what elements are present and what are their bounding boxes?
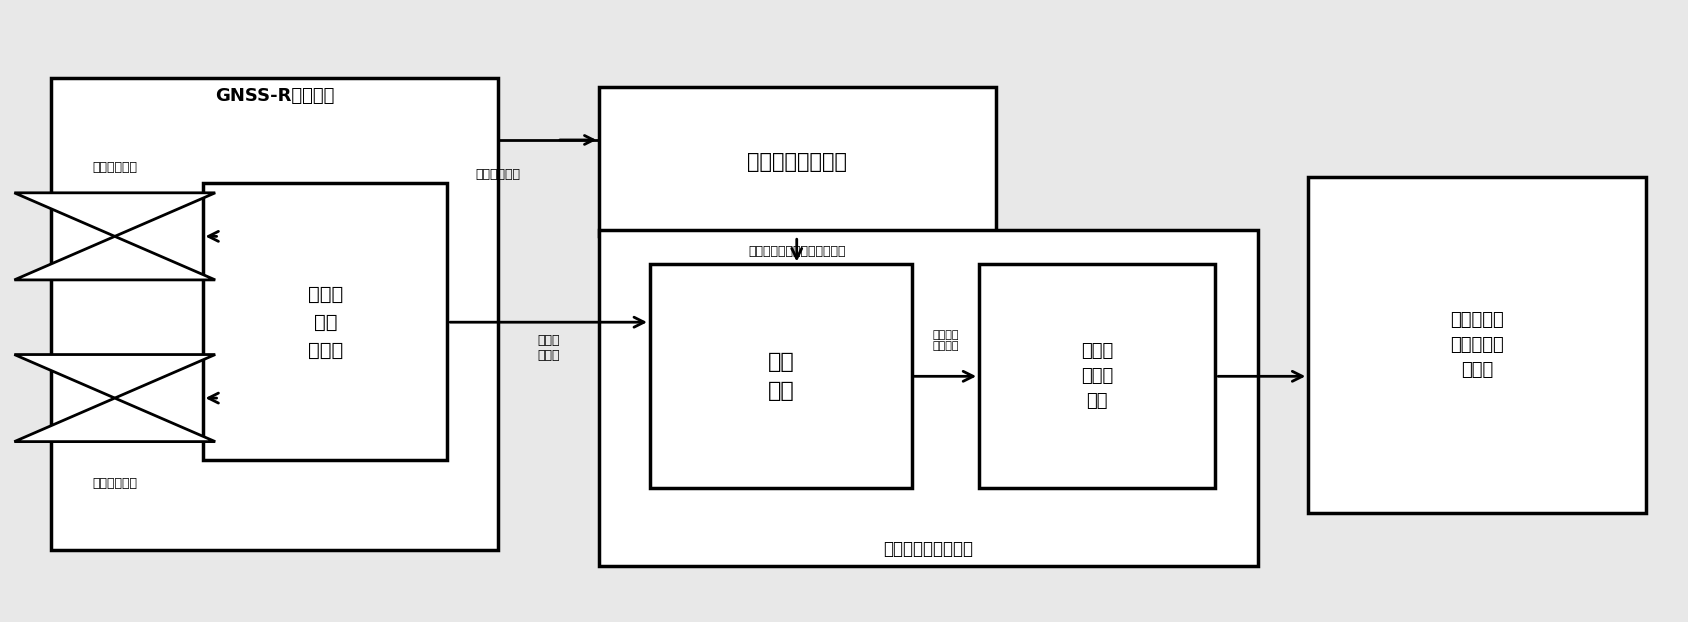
Bar <box>51 78 498 550</box>
Bar <box>203 183 447 460</box>
Text: 直接原始信号: 直接原始信号 <box>476 168 520 180</box>
Text: 直接信号天线: 直接信号天线 <box>93 162 137 174</box>
Bar <box>599 87 996 236</box>
Text: 多通道
中频
采样器: 多通道 中频 采样器 <box>309 285 343 360</box>
Polygon shape <box>14 355 216 398</box>
Text: 时间差
分相位
测高: 时间差 分相位 测高 <box>1080 342 1114 411</box>
Text: 直接信号基带处理: 直接信号基带处理 <box>746 152 847 172</box>
Text: 反射信号天线: 反射信号天线 <box>93 478 137 490</box>
Text: 开环相位差分测高法: 开环相位差分测高法 <box>883 540 974 557</box>
Text: 反射原
始信号: 反射原 始信号 <box>537 334 560 363</box>
Bar <box>979 264 1215 488</box>
Text: 反射信号
残差相位: 反射信号 残差相位 <box>932 330 959 351</box>
Text: GNSS-R接收系统: GNSS-R接收系统 <box>216 88 334 105</box>
Bar <box>650 264 912 488</box>
Polygon shape <box>14 236 216 280</box>
Polygon shape <box>14 193 216 236</box>
Text: 水面距反射
信号相位中
心高度: 水面距反射 信号相位中 心高度 <box>1450 311 1504 379</box>
Text: 导航电文和直接信号跟踪频率: 导航电文和直接信号跟踪频率 <box>748 246 846 258</box>
Polygon shape <box>14 398 216 442</box>
Bar <box>1308 177 1646 513</box>
Bar <box>599 230 1258 566</box>
Text: 开环
跟踪: 开环 跟踪 <box>768 351 795 401</box>
